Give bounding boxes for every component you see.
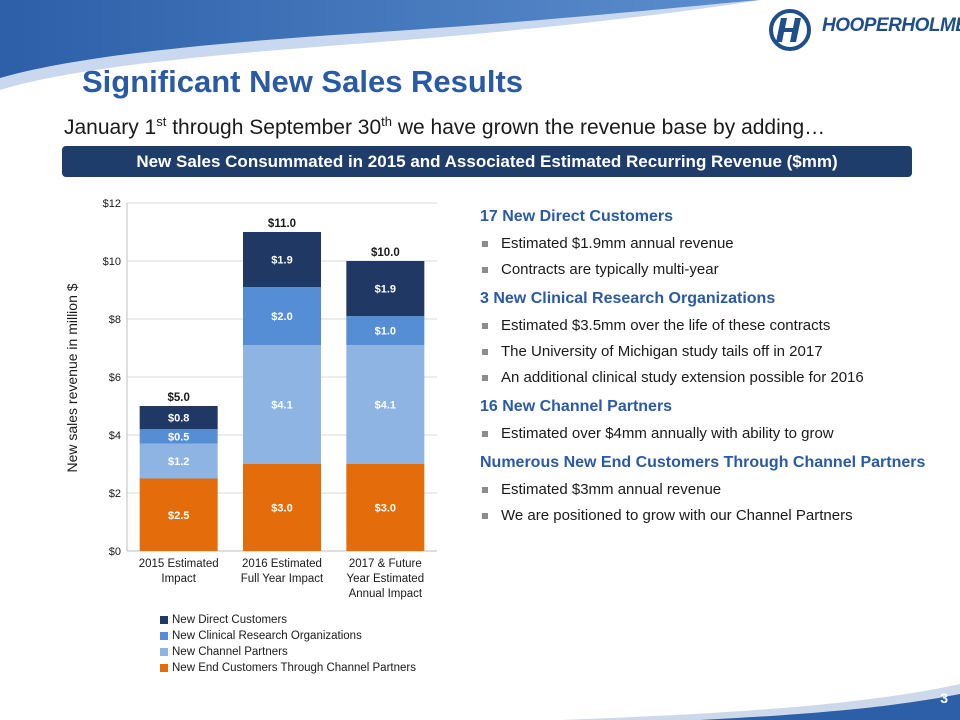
bar-segment	[243, 232, 321, 288]
y-tick-label: $8	[109, 314, 121, 326]
legend-item: New Channel Partners	[160, 644, 416, 660]
y-tick-label: $12	[103, 198, 121, 210]
bullet-text: Contracts are typically multi-year	[501, 261, 719, 278]
legend-item: New End Customers Through Channel Partne…	[160, 660, 416, 676]
bar-segment	[346, 316, 425, 346]
x-tick-label: 2016 Estimated	[242, 558, 322, 570]
bullet-item: Estimated $3mm annual revenue	[480, 481, 950, 498]
bullet-item: We are positioned to grow with our Chann…	[480, 507, 950, 524]
square-bullet-icon	[482, 512, 488, 519]
section-title: Numerous New End Customers Through Chann…	[480, 454, 926, 471]
x-tick-label: Impact	[161, 573, 196, 585]
bar-segment	[243, 464, 321, 551]
bar-segment	[346, 261, 425, 317]
data-label: $1.9	[375, 284, 396, 296]
legend-label: New Direct Customers	[172, 614, 288, 626]
data-label: $2.0	[271, 311, 292, 323]
footer-swoosh	[560, 684, 960, 720]
square-bullet-icon	[482, 430, 488, 437]
legend-swatch	[160, 616, 168, 624]
bar-segment	[346, 345, 425, 464]
y-axis-label: New sales revenue in million $	[64, 282, 80, 473]
data-label: $2.5	[168, 510, 189, 522]
square-bullet-icon	[482, 348, 488, 355]
page-title: Significant New Sales Results	[82, 64, 524, 99]
legend-label: New End Customers Through Channel Partne…	[172, 662, 416, 674]
bullet-section: Numerous New End Customers Through Chann…	[480, 454, 950, 524]
data-label: $1.2	[168, 456, 189, 468]
section-title: 3 New Clinical Research Organizations	[480, 290, 776, 307]
bar-segment	[139, 478, 218, 551]
legend-label: New Channel Partners	[172, 646, 288, 658]
bullet-text: We are positioned to grow with our Chann…	[501, 507, 853, 524]
bullet-text: The University of Michigan study tails o…	[501, 343, 823, 360]
legend-swatch	[160, 664, 168, 672]
bar-segment	[346, 464, 425, 551]
data-label: $4.1	[271, 400, 292, 412]
section-title: 16 New Channel Partners	[480, 398, 673, 415]
bullet-text: Estimated $3.5mm over the life of these …	[501, 317, 831, 334]
y-axis-label-wrap: New sales revenue in million $	[62, 270, 82, 485]
legend-swatch	[160, 632, 168, 640]
bullet-text: An additional clinical study extension p…	[501, 369, 864, 386]
bullet-section: 16 New Channel Partners Estimated over $4…	[480, 398, 950, 442]
bullet-item: Contracts are typically multi-year	[480, 261, 950, 278]
data-label: $3.0	[271, 503, 292, 515]
x-tick-label: Year Estimated	[347, 573, 425, 585]
legend-label: New Clinical Research Organizations	[172, 630, 362, 642]
bullet-item: Estimated $1.9mm annual revenue	[480, 235, 950, 252]
total-label: $5.0	[167, 392, 189, 404]
bullet-item: An additional clinical study extension p…	[480, 369, 950, 386]
y-tick-label: $0	[109, 546, 121, 558]
bullet-item: Estimated over $4mm annually with abilit…	[480, 425, 950, 442]
y-tick-label: $4	[109, 430, 121, 442]
x-tick-label: 2015 Estimated	[139, 558, 219, 570]
data-label: $4.1	[375, 400, 396, 412]
logo-text: HOOPERHOLMES	[822, 15, 960, 36]
bar-segment	[243, 345, 321, 464]
stacked-bar-chart: $0 $2 $4 $6 $8 $10 $12 $2.5 $1.2 $0.5 $0.8 $5.0 2015…	[103, 198, 437, 600]
x-tick-label: Full Year Impact	[241, 573, 324, 585]
square-bullet-icon	[482, 322, 488, 329]
legend-item: New Direct Customers	[160, 612, 416, 628]
data-label: $0.8	[168, 413, 189, 425]
hooper-holmes-logo	[769, 9, 811, 51]
bullet-sections: 17 New Direct Customers Estimated $1.9mm …	[480, 208, 950, 536]
data-label: $3.0	[375, 503, 396, 515]
bullet-section: 17 New Direct Customers Estimated $1.9mm …	[480, 208, 950, 278]
square-bullet-icon	[482, 374, 488, 381]
x-tick-label: Annual Impact	[349, 588, 423, 600]
y-tick-label: $6	[109, 372, 121, 384]
total-label: $10.0	[371, 247, 400, 259]
bullet-item: Estimated $3.5mm over the life of these …	[480, 317, 950, 334]
subtitle: January 1st through September 30th we ha…	[64, 114, 826, 139]
header-swoosh	[0, 0, 760, 90]
bar-segment	[243, 287, 321, 346]
bar-segment	[139, 429, 218, 444]
bar-segment	[139, 406, 218, 430]
legend-swatch	[160, 648, 168, 656]
y-tick-label: $2	[109, 488, 121, 500]
data-label: $0.5	[168, 431, 189, 443]
bullet-text: Estimated $1.9mm annual revenue	[501, 235, 734, 252]
square-bullet-icon	[482, 266, 488, 273]
bullet-section: 3 New Clinical Research Organizations Est…	[480, 290, 950, 386]
data-label: $1.0	[375, 326, 396, 338]
bullet-item: The University of Michigan study tails o…	[480, 343, 950, 360]
swoosh-dark	[0, 0, 760, 78]
bullet-text: Estimated $3mm annual revenue	[501, 481, 722, 498]
chart-legend: New Direct Customers New Clinical Researc…	[160, 612, 416, 676]
legend-item: New Clinical Research Organizations	[160, 628, 416, 644]
x-tick-label: 2017 & Future	[349, 558, 422, 570]
chart-banner: New Sales Consummated in 2015 and Associ…	[62, 146, 912, 177]
data-label: $1.9	[271, 255, 292, 267]
square-bullet-icon	[482, 240, 488, 247]
y-tick-label: $10	[103, 256, 121, 268]
square-bullet-icon	[482, 486, 488, 493]
total-label: $11.0	[268, 218, 296, 230]
section-title: 17 New Direct Customers	[480, 208, 673, 225]
bullet-text: Estimated over $4mm annually with abilit…	[501, 425, 834, 442]
page-number: 3	[940, 690, 948, 706]
bar-segment	[139, 443, 218, 479]
